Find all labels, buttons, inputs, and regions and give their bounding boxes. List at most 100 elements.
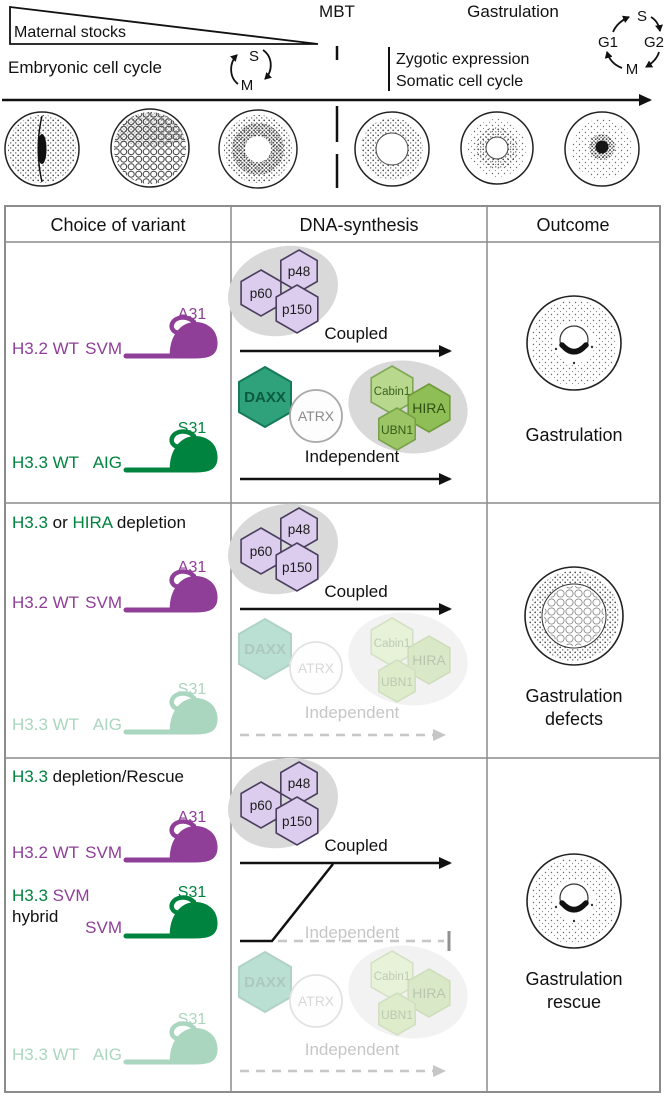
row2-title-or: or [48,513,73,532]
somatic-cycle-icon: S G1 G2 M [598,8,664,78]
outcome-embryo-rescue [527,854,621,948]
ubn1-hexagon [377,407,417,451]
somatic-cycle-s: S [637,8,647,25]
somatic-cycle-g1: G1 [598,34,618,51]
row3-title-h33: H3.3 [12,767,48,786]
row2-title-hira: HIRA [72,513,113,532]
row2-title: H3.3 or HIRA depletion [12,513,186,532]
row3-title: H3.3 depletion/Rescue [12,767,184,786]
coupled-label-row2: Coupled [324,582,387,601]
p48-label: p48 [288,264,311,279]
daxx-label: DAXX [244,389,286,406]
h33-histone-icon-faded [126,693,218,734]
hybrid-name-svm: SVM [48,886,90,905]
h33-motif-faded: AIG [93,1045,122,1064]
cycle-arrow-icon [229,54,239,85]
outcome-label-row3-line1: Gastrulation [525,969,622,989]
hybrid-motif: SVM [85,918,122,937]
embryo-blastula-mbt [354,111,430,187]
embryonic-cell-cycle-label: Embryonic cell cycle [8,58,162,77]
h32-name: H3.2 WT [12,339,79,358]
h32-histone-icon [126,571,218,612]
hybrid-name-h33: H3.3 [12,886,48,905]
outcome-label-row3-line2: rescue [547,992,601,1012]
ubn1-label: UBN1 [381,423,413,437]
table-frame: Choice of variant DNA-synthesis Outcome [4,205,661,1093]
cycle-arrow-icon [612,15,630,33]
atrx-label: ATRX [298,408,335,424]
embryo-2cell [4,111,80,187]
h32-motif: SVM [85,843,122,862]
embryo-blastula-late [460,111,534,185]
row2-title-depletion: depletion [112,513,186,532]
row2-title-h33: H3.3 [12,513,48,532]
hira-hexagon [407,383,451,433]
h32-histone-icon [126,821,218,862]
outcome-embryo-defects [524,566,624,666]
coupled-label-row1: Coupled [324,324,387,343]
cabin1-label: Cabin1 [374,386,410,398]
outcome-label-row2-line2: defects [545,709,603,729]
h33-histone-icon-faded [126,1023,218,1064]
p60-label: p60 [250,286,273,301]
mbt-label: MBT [319,2,355,21]
row-rescue: H3.3 depletion/Rescue A31 H3.2 WT SVM H3… [12,743,623,1077]
independent-label-row1: Independent [305,447,400,466]
outcome-embryo-gastrulation [527,296,621,390]
p60-hexagon [240,269,282,317]
outcome-label-row2-line1: Gastrulation [525,686,622,706]
row3-title-rescue: depletion/Rescue [48,767,184,786]
atrx-circle [289,389,343,443]
independent-label-row2: Independent [305,703,400,722]
row-depletion: H3.3 or HIRA depletion A31 H3.2 WT SVM S… [12,489,624,741]
zygotic-expression-label: Zygotic expression [396,51,529,68]
embryo-gastrula-stage [564,111,640,187]
caf1-complex: p48 p60 p150 [228,245,338,337]
hybrid-name-line2: hybrid [12,907,58,926]
h33-name: H3.3 WT [12,453,79,472]
hira-label: HIRA [412,400,446,416]
h32-histone-icon [126,317,218,358]
header-dna-synthesis: DNA-synthesis [299,215,418,235]
header-outcome: Outcome [536,215,609,235]
somatic-cycle-g2: G2 [644,34,664,51]
h33-histone-icon [126,431,218,472]
rescue-reroute-line [240,863,334,943]
p150-hexagon [275,284,319,334]
h32-motif: SVM [85,593,122,612]
h33-motif: AIG [93,453,122,472]
embryonic-cycle-m: M [241,77,254,94]
embryonic-cycle-icon: S M [229,48,273,94]
h32-name: H3.2 WT [12,843,79,862]
h33-name-faded: H3.3 WT [12,715,79,734]
outcome-label-row1: Gastrulation [525,425,622,445]
embryo-blastula-early [218,109,298,189]
maternal-stocks-label: Maternal stocks [14,24,126,41]
cycle-arrow-icon [650,16,663,32]
row-wildtype: A31 H3.2 WT SVM S31 H3.3 WT AIG p48 p60 … [12,245,623,485]
header-choice-of-variant: Choice of variant [50,215,185,235]
independent-machinery-faded-row2 [238,602,477,716]
cycle-arrow-icon [645,51,660,68]
hybrid-histone-icon [126,897,218,938]
cycle-arrow-icon [604,51,623,69]
independent-label-row3: Independent [305,1040,400,1059]
h33-motif-faded: AIG [93,715,122,734]
independent-machinery-faded-row3 [238,935,477,1049]
hybrid-name: H3.3 SVM [12,886,89,905]
h33-depleted-group: S31 H3.3 WT AIG [12,1011,218,1065]
embryonic-cycle-s: S [249,48,259,65]
h33-depleted-group: S31 H3.3 WT AIG [12,681,218,735]
coupled-label-row3: Coupled [324,836,387,855]
independent-machinery: DAXX ATRX Cabin1 HIRA UBN1 [238,360,468,454]
timeline: Maternal stocks MBT Gastrulation Embryon… [2,2,664,189]
maternal-stocks-triangle [9,5,319,45]
table-outer-border [4,205,661,1093]
embryo-morula [110,108,190,188]
cycle-arrow-icon [262,49,273,80]
somatic-cycle-m: M [626,61,639,78]
gastrulation-label: Gastrulation [467,2,559,21]
daxx-hexagon [238,365,292,429]
